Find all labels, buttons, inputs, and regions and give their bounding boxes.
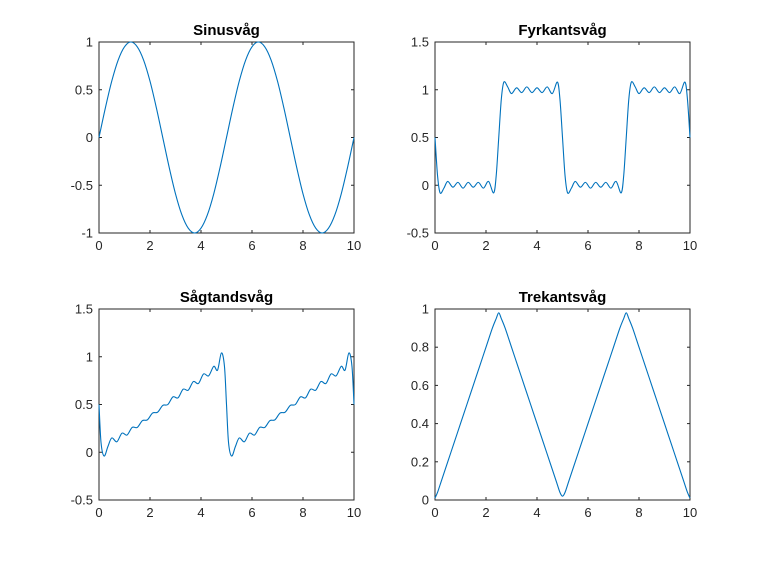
chart-title: Fyrkantsvåg — [518, 22, 606, 39]
y-tick-label: 0.5 — [411, 130, 429, 145]
y-tick-label: 1 — [422, 302, 429, 317]
x-tick-label: 4 — [533, 238, 540, 253]
x-tick-label: 6 — [584, 238, 591, 253]
chart-panel-4: 0 2 4 6 8 10 0 0.2 0.4 0.6 0.8 1 Trekantsvåg — [411, 289, 697, 520]
x-tick-label: 0 — [431, 505, 438, 520]
y-tick-label: 0.4 — [411, 416, 429, 431]
series-line-1 — [434, 81, 691, 194]
x-tick-label: 10 — [683, 505, 697, 520]
x-tick-label: 2 — [146, 238, 153, 253]
y-tick-label: 0 — [86, 445, 93, 460]
y-tick-label: 1 — [86, 35, 93, 50]
y-tick-label: 0.2 — [411, 454, 429, 469]
x-tick-label: 8 — [635, 238, 642, 253]
x-tick-label: 10 — [683, 238, 697, 253]
x-tick-label: 0 — [431, 238, 438, 253]
x-tick-label: 6 — [248, 238, 255, 253]
series-line-1 — [98, 41, 355, 234]
chart-title: Sinusvåg — [193, 22, 260, 39]
y-tick-label: 0 — [422, 178, 429, 193]
y-tick-label: 1.5 — [75, 302, 93, 317]
y-tick-label: 0 — [422, 493, 429, 508]
y-tick-label: -0.5 — [71, 493, 93, 508]
x-tick-label: 4 — [197, 505, 204, 520]
x-tick-label: 10 — [347, 505, 361, 520]
x-tick-label: 4 — [197, 238, 204, 253]
x-tick-label: 0 — [95, 505, 102, 520]
x-tick-label: 2 — [482, 505, 489, 520]
y-tick-label: 0.8 — [411, 340, 429, 355]
y-tick-label: 1 — [86, 349, 93, 364]
x-tick-label: 6 — [248, 505, 255, 520]
y-tick-label: -0.5 — [71, 178, 93, 193]
x-tick-label: 6 — [584, 505, 591, 520]
axes-box — [434, 308, 691, 501]
x-tick-label: 10 — [347, 238, 361, 253]
chart-panel-1: 0 2 4 6 8 10 -1 -0.5 0 0.5 1 Sinusvåg — [71, 22, 362, 253]
y-tick-label: 0 — [86, 130, 93, 145]
y-tick-label: 0.5 — [75, 397, 93, 412]
chart-title: Trekantsvåg — [519, 289, 607, 306]
series-line-1 — [98, 352, 355, 457]
y-tick-label: -0.5 — [407, 226, 429, 241]
x-tick-label: 8 — [635, 505, 642, 520]
y-tick-label: 0.6 — [411, 378, 429, 393]
x-tick-label: 4 — [533, 505, 540, 520]
x-tick-label: 8 — [299, 505, 306, 520]
y-tick-label: -1 — [81, 226, 93, 241]
chart-title: Sågtandsvåg — [180, 289, 273, 306]
x-tick-label: 2 — [482, 238, 489, 253]
y-tick-label: 1.5 — [411, 35, 429, 50]
x-tick-label: 0 — [95, 238, 102, 253]
x-tick-label: 2 — [146, 505, 153, 520]
y-tick-label: 0.5 — [75, 82, 93, 97]
series-line-1 — [434, 312, 691, 499]
x-tick-label: 8 — [299, 238, 306, 253]
y-tick-label: 1 — [422, 82, 429, 97]
